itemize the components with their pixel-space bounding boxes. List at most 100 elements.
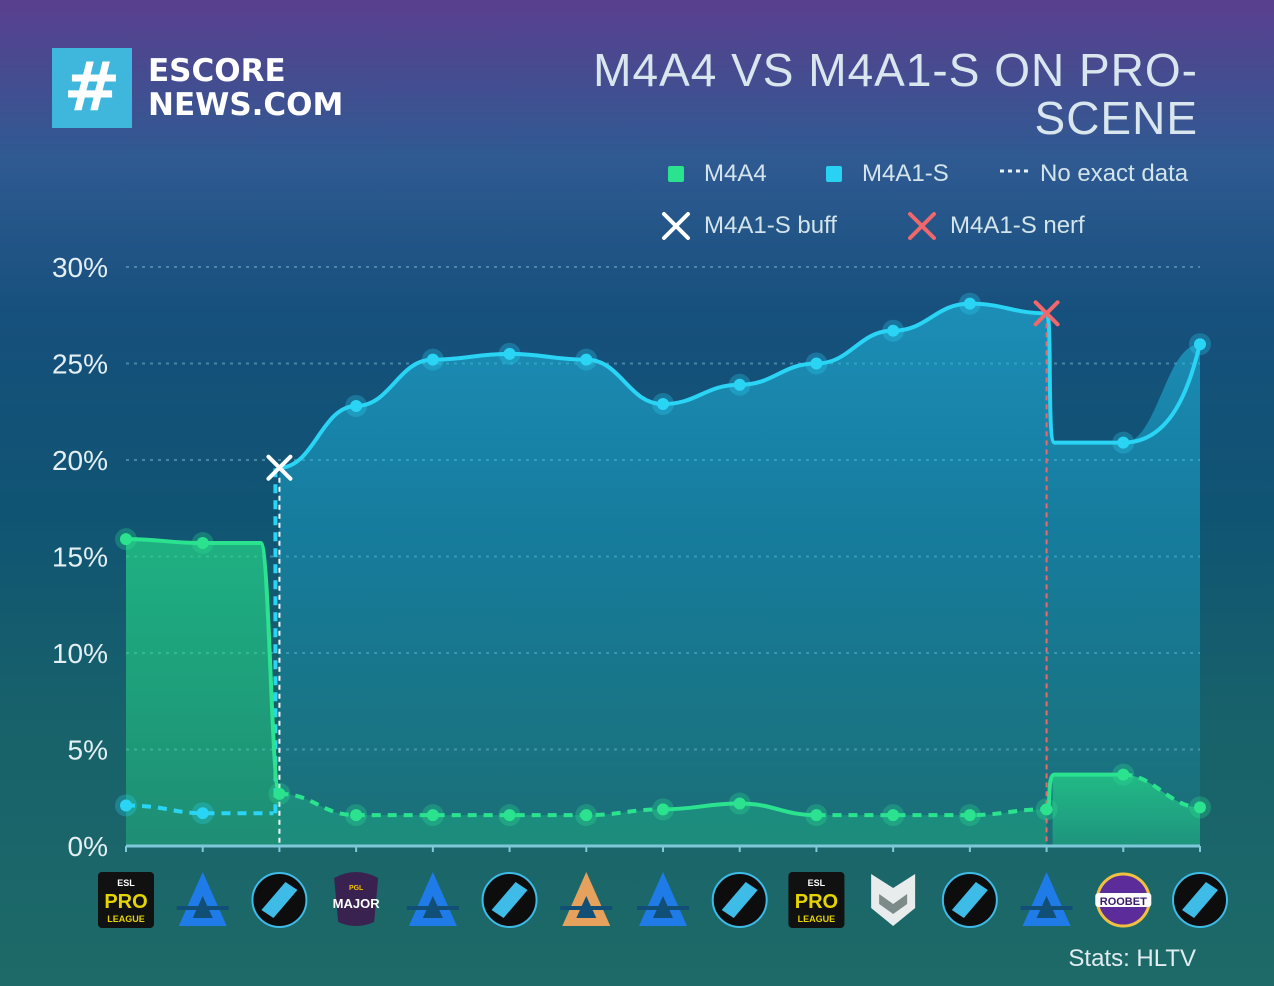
shield-shape: [871, 874, 916, 926]
badge-ribbon: [1095, 893, 1152, 907]
m4a4-point: [120, 533, 132, 546]
m4a4-point: [733, 797, 746, 810]
m4a4-point: [273, 787, 286, 800]
slash-shape: [261, 882, 298, 918]
legend-m4a1s-swatch: [826, 166, 842, 182]
m4a4-point: [810, 809, 823, 822]
m4a1s-area: [279, 303, 1200, 846]
legend-m4a1s-label: M4A1-S: [862, 160, 949, 187]
chart-title: M4A4 VS M4A1-S ON PRO-SCENE: [593, 44, 1198, 144]
m4a1s-point: [1117, 436, 1130, 449]
red-cross-icon: [908, 212, 936, 240]
m4a4-point: [350, 809, 363, 822]
m4a4-point: [1117, 768, 1130, 781]
iem-icon: [251, 872, 308, 928]
m4a1s-point: [580, 353, 593, 366]
icon-text: PGL: [349, 885, 364, 892]
logo-text-line1: ESCORE: [148, 53, 286, 89]
m4a4-point: [426, 809, 439, 822]
legend-m4a4-swatch: [668, 166, 684, 182]
m4a1s-point: [733, 378, 746, 391]
y-tick-label: 30%: [52, 252, 108, 283]
logo-text-line2: NEWS.COM: [148, 87, 344, 123]
brand-logo: # ESCORE NEWS.COM: [52, 48, 372, 130]
triangle-stripe: [406, 906, 459, 910]
m4a4-point: [963, 809, 976, 822]
legend-nerf-label: M4A1-S nerf: [950, 212, 1085, 239]
y-tick-label: 25%: [52, 349, 108, 380]
m4a1s-point: [657, 398, 669, 411]
icon-text: ROOBET: [1100, 896, 1147, 908]
iem-icon: [711, 872, 768, 928]
m4a1s-point: [350, 399, 363, 412]
white-cross-icon: [662, 212, 690, 240]
icon-text: PRO: [104, 891, 147, 913]
m4a4-line-mid-dashed-b: [816, 807, 1047, 818]
nerf-marker: [1033, 300, 1060, 327]
y-tick-label: 0%: [68, 831, 108, 862]
roobet-cup-icon: ROOBET: [1095, 872, 1152, 928]
blast-icon: [637, 872, 689, 926]
icon-text: LEAGUE: [107, 914, 145, 924]
slash-shape: [1182, 882, 1218, 918]
m4a4-line-early: [125, 537, 282, 796]
m4a4-line-mid-dashed-a: [279, 791, 664, 818]
m4a4-point: [580, 809, 593, 822]
icon-text: LEAGUE: [798, 914, 836, 924]
icon-text: PRO: [795, 891, 838, 913]
triangle-stripe: [1020, 906, 1073, 910]
m4a1s-point: [503, 347, 516, 360]
m4a1s-point: [887, 324, 900, 337]
buff-marker: [266, 454, 293, 481]
m4a4-point: [196, 536, 209, 549]
iem-icon: [941, 872, 998, 928]
slash-shape: [491, 882, 528, 918]
y-tick-label: 5%: [68, 735, 108, 766]
badge-shape: [334, 872, 379, 926]
m4a4-point: [887, 809, 900, 822]
iem-icon: [1172, 872, 1228, 928]
y-tick-label: 10%: [52, 638, 108, 669]
slash-shape: [721, 882, 758, 918]
triangle-stripe: [637, 906, 689, 910]
m4a1s-point: [1194, 338, 1206, 351]
pgl-major-icon: MAJOR PGL: [333, 872, 381, 926]
chevron-shape: [879, 894, 908, 914]
icon-bg: [98, 872, 154, 928]
slash-shape: [951, 882, 988, 918]
source-note: Stats: HLTV: [1068, 945, 1196, 972]
blast-gold-icon: [560, 872, 613, 926]
y-tick-label: 15%: [52, 542, 108, 573]
icon-text: ESL: [117, 878, 135, 888]
icon-text: MAJOR: [333, 896, 381, 911]
hash-icon: #: [52, 48, 132, 128]
m4a4-area-mid: [279, 793, 1047, 846]
m4a4-point: [1194, 801, 1206, 814]
triangle-stripe: [560, 906, 613, 910]
dotted-line-icon: [1000, 169, 1032, 173]
legend-m4a4-label: M4A4: [704, 160, 767, 187]
triangle-stripe: [176, 906, 229, 910]
m4a1s-point: [426, 353, 439, 366]
m4a4-point: [503, 809, 516, 822]
icon-text: ESL: [808, 878, 826, 888]
blast-icon: [176, 872, 229, 926]
shield-chevron-icon: [871, 874, 916, 926]
m4a1s-point: [810, 357, 823, 370]
cross-stroke: [266, 454, 293, 481]
icon-bg: [788, 872, 845, 928]
m4a1s-point: [196, 807, 209, 820]
m4a4-area-late: [1052, 774, 1200, 846]
legend-no-data-label: No exact data: [1040, 160, 1189, 187]
legend-buff-label: M4A1-S buff: [704, 212, 837, 239]
m4a4-point: [1040, 803, 1053, 816]
blast-icon: [1020, 872, 1073, 926]
blast-icon: [406, 872, 459, 926]
m4a4-point: [657, 803, 669, 816]
m4a4-area-early: [126, 539, 280, 846]
m4a1s-point: [120, 799, 132, 812]
m4a4-line-late-dashed: [1123, 772, 1201, 810]
